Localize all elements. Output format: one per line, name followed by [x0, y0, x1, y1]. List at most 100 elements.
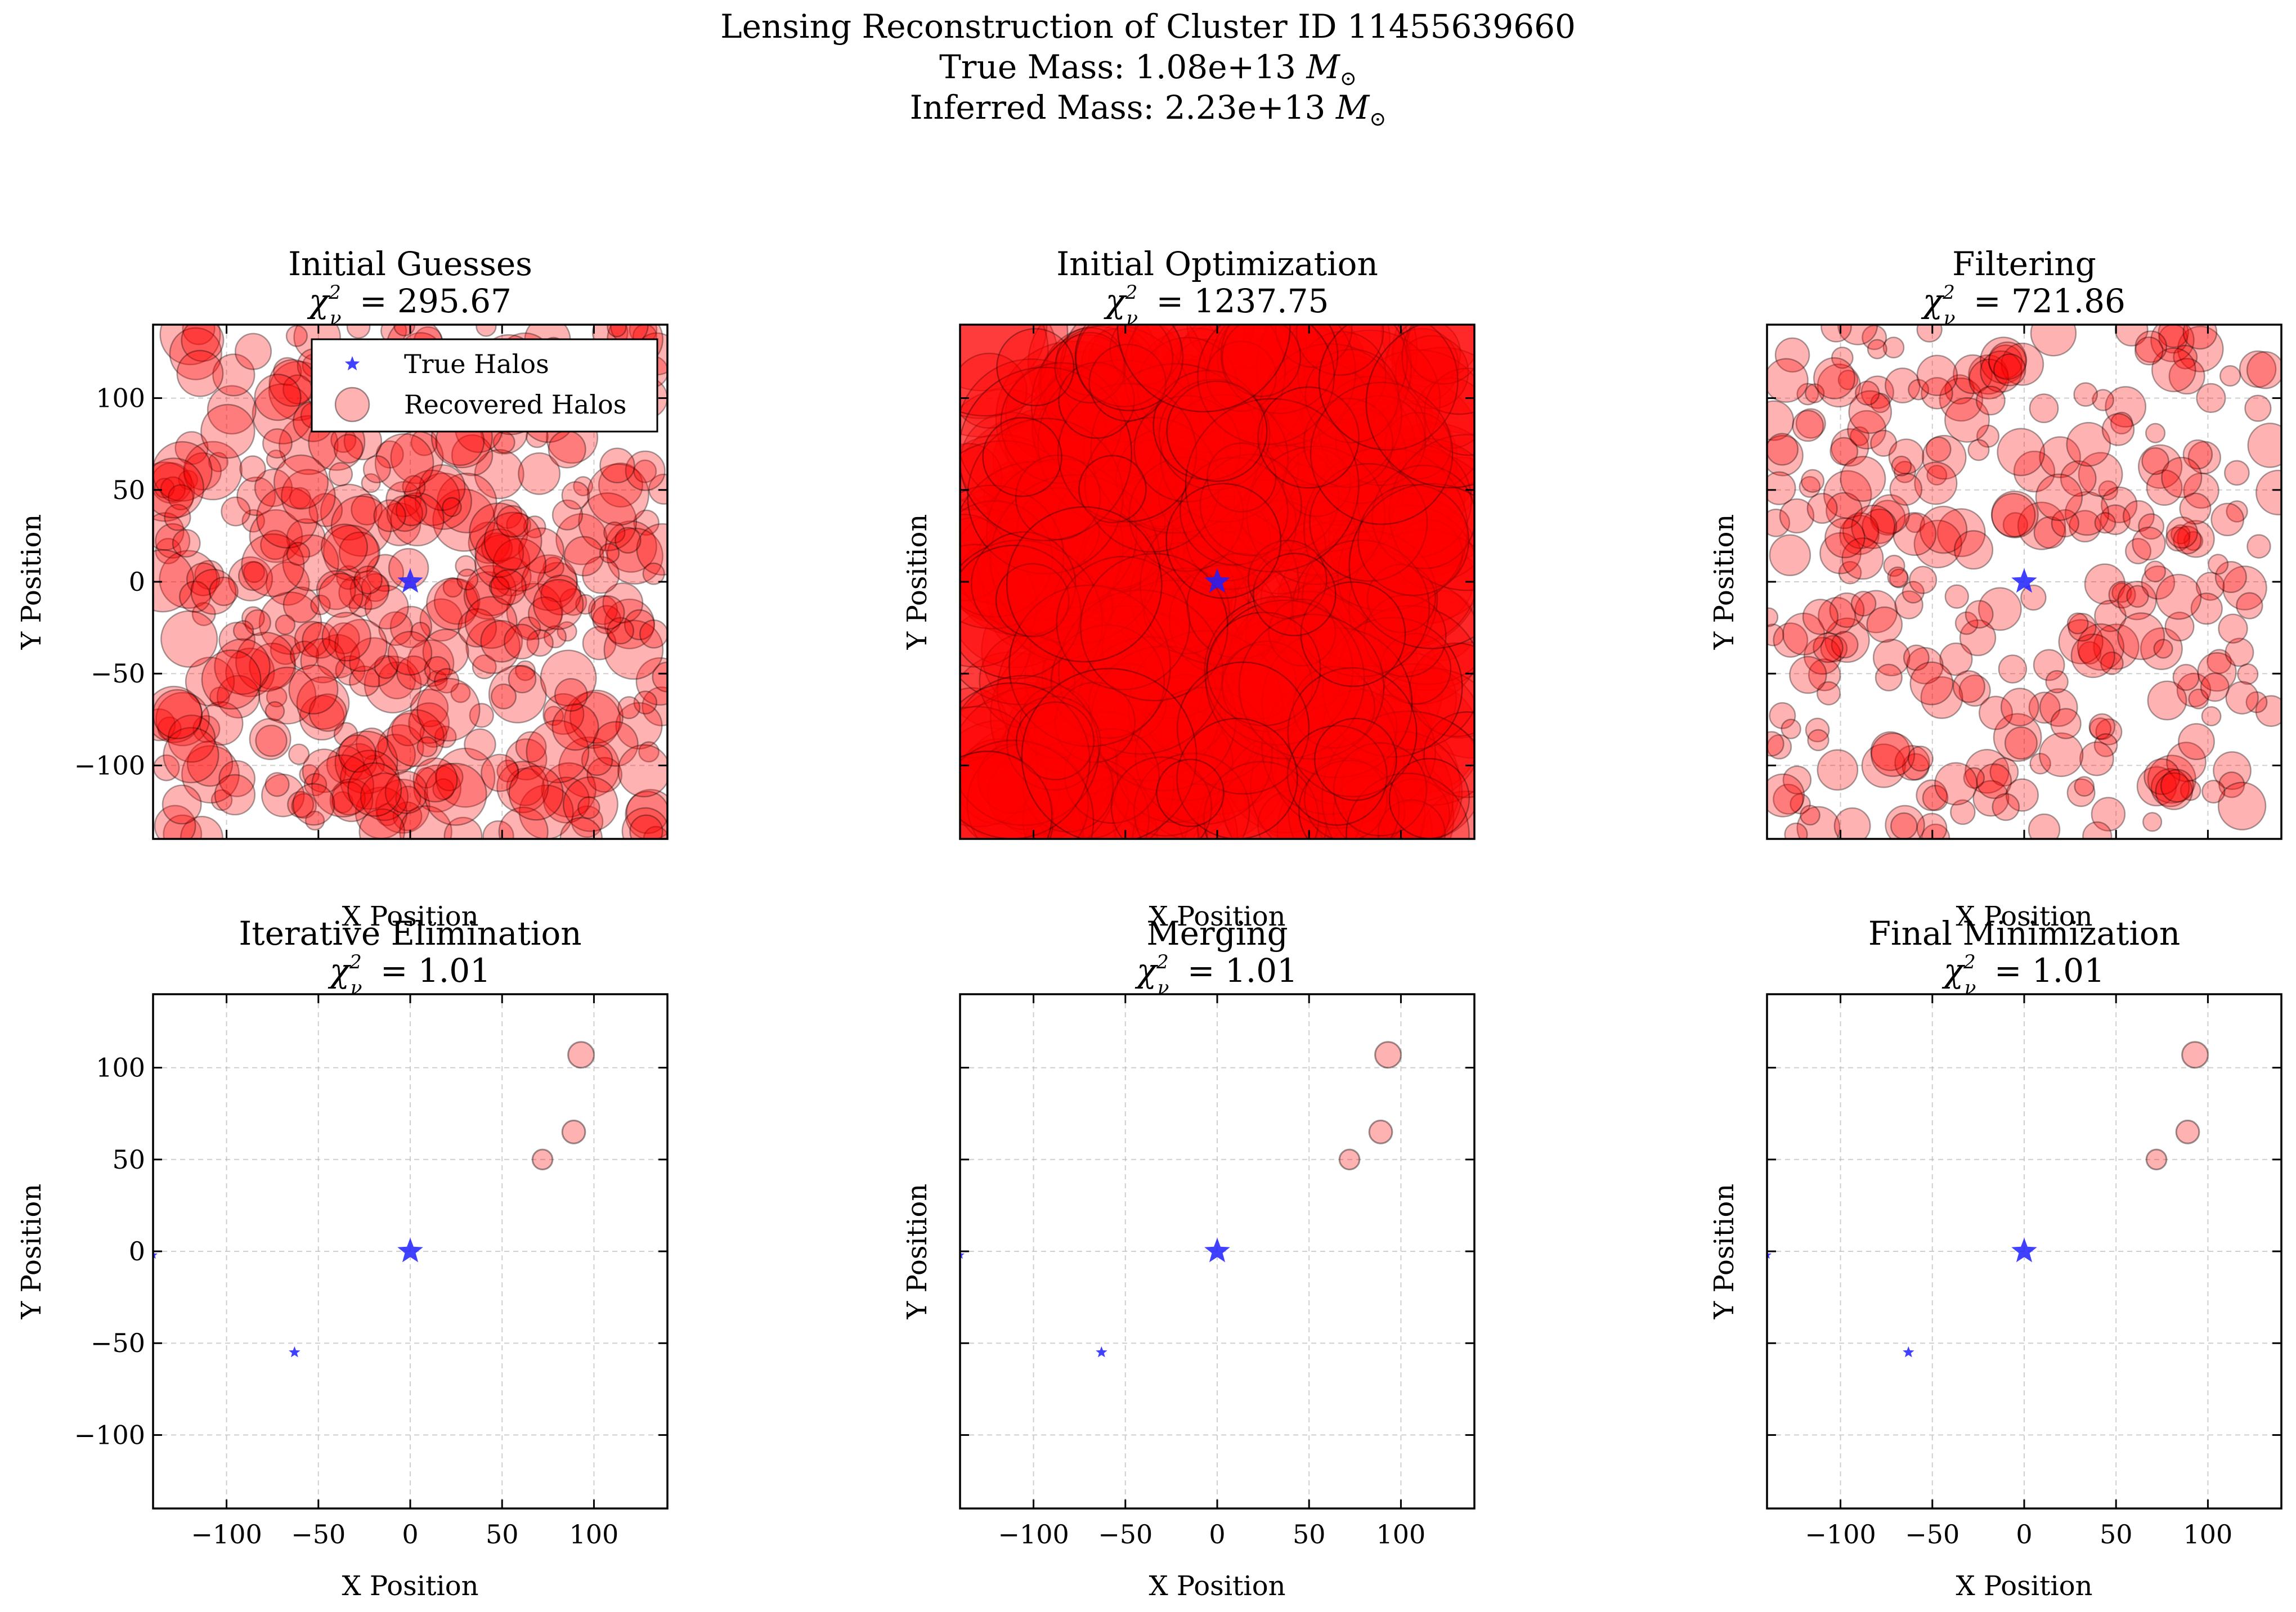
- recovered-halo-marker: [349, 637, 400, 688]
- recovered-halo-marker: [557, 621, 577, 642]
- recovered-halo-marker: [300, 637, 346, 684]
- recovered-halo-marker: [183, 452, 222, 491]
- recovered-halo-marker: [648, 473, 667, 505]
- recovered-halo-marker: [1908, 379, 1930, 401]
- recovered-halo-marker: [1773, 622, 1809, 658]
- recovered-halo-marker: [1362, 652, 1458, 746]
- recovered-halo-marker: [1990, 490, 2039, 538]
- recovered-halo-marker: [308, 493, 343, 527]
- recovered-halo-marker: [626, 791, 667, 834]
- recovered-halo-marker: [153, 685, 203, 743]
- recovered-halo-marker: [1037, 359, 1205, 527]
- recovered-halo-marker: [2101, 413, 2135, 446]
- recovered-halo-marker: [606, 527, 663, 585]
- recovered-halo-marker: [280, 469, 336, 524]
- recovered-halo-marker: [1246, 445, 1386, 585]
- y-tick-label: 0: [129, 567, 145, 597]
- recovered-halo-marker: [289, 487, 311, 509]
- chi-superscript: 2: [1942, 281, 1955, 304]
- recovered-halo-marker: [416, 677, 481, 742]
- recovered-halo-marker: [2177, 325, 2224, 372]
- recovered-halo-marker: [2100, 504, 2131, 536]
- recovered-halo-marker: [960, 500, 1053, 618]
- recovered-halo-marker: [1217, 325, 1324, 412]
- recovered-halo-marker: [573, 476, 594, 497]
- recovered-halo-marker: [1276, 539, 1408, 671]
- recovered-halo-marker: [2151, 347, 2196, 393]
- recovered-halo-marker: [2147, 680, 2187, 721]
- x-axis-label: X Position: [1956, 1570, 2092, 1602]
- x-tick-label: −100: [191, 1519, 262, 1550]
- x-tick-label: −50: [1098, 1519, 1153, 1550]
- recovered-halo-marker: [1870, 731, 1911, 771]
- recovered-halo-marker: [2134, 336, 2164, 366]
- recovered-halo-marker: [960, 539, 1104, 706]
- recovered-halo-marker: [1414, 641, 1474, 759]
- recovered-halo-marker: [153, 689, 203, 739]
- legend-entry-recovered-halos: Recovered Halos: [404, 389, 626, 420]
- recovered-halo-marker: [1044, 460, 1128, 544]
- recovered-halo-marker: [488, 664, 547, 724]
- recovered-halo-marker: [1166, 380, 1268, 482]
- recovered-halo-marker: [639, 619, 667, 649]
- recovered-halo-marker: [432, 778, 455, 801]
- recovered-halo-marker: [638, 741, 660, 763]
- recovered-halo-marker: [1922, 784, 1949, 811]
- recovered-halo-marker: [2020, 584, 2047, 611]
- y-tick-label: 50: [112, 1144, 145, 1175]
- recovered-halo-marker: [1887, 566, 1909, 588]
- recovered-halo-marker: [1064, 728, 1160, 824]
- recovered-halo-marker: [960, 506, 1078, 635]
- y-tick-label: −100: [74, 750, 145, 780]
- recovered-halo-marker: [567, 1041, 595, 1069]
- recovered-halo-marker: [1100, 359, 1277, 537]
- recovered-halo-marker: [1026, 701, 1099, 774]
- recovered-halo-marker: [2074, 776, 2095, 797]
- recovered-halo-marker: [1824, 517, 1866, 559]
- recovered-halo-marker: [604, 520, 657, 573]
- recovered-halo-marker: [435, 762, 464, 792]
- recovered-halo-marker: [1909, 661, 1954, 706]
- recovered-halo-marker: [960, 545, 1082, 680]
- recovered-halo-marker: [1338, 1148, 1361, 1171]
- recovered-halo-marker: [361, 573, 390, 602]
- recovered-halo-marker: [1819, 532, 1862, 574]
- recovered-halo-marker: [386, 495, 423, 532]
- recovered-halo-marker: [1100, 484, 1247, 631]
- recovered-halo-marker: [1767, 471, 1796, 505]
- recovered-halo-marker: [1128, 456, 1244, 572]
- recovered-halo-marker: [1221, 646, 1366, 792]
- recovered-halo-marker: [294, 621, 331, 658]
- recovered-halo-marker: [1297, 331, 1387, 420]
- recovered-halo-marker: [378, 661, 416, 699]
- recovered-halo-marker: [1340, 547, 1418, 624]
- recovered-halo-marker: [1796, 383, 1819, 406]
- recovered-halo-marker: [1057, 574, 1196, 713]
- recovered-halo-marker: [2246, 534, 2271, 559]
- data-layer: [1767, 1041, 2209, 1358]
- recovered-halo-marker: [642, 562, 665, 585]
- recovered-halo-marker: [1813, 357, 1856, 399]
- recovered-halo-marker: [218, 760, 256, 797]
- recovered-halo-marker: [1110, 756, 1213, 839]
- recovered-halo-marker: [163, 814, 203, 839]
- recovered-halo-marker: [2122, 500, 2155, 532]
- recovered-halo-marker: [169, 327, 222, 380]
- recovered-halo-marker: [179, 581, 211, 613]
- recovered-halo-marker: [465, 619, 521, 674]
- recovered-halo-marker: [403, 469, 460, 527]
- recovered-halo-marker: [2165, 526, 2191, 552]
- recovered-halo-marker: [1252, 587, 1419, 755]
- recovered-halo-marker: [1164, 514, 1234, 583]
- recovered-halo-marker: [1129, 486, 1223, 580]
- recovered-halo-marker: [2247, 423, 2281, 468]
- y-axis-label: Y Position: [1708, 514, 1740, 650]
- subplot-title: Final Minimization: [1868, 914, 2180, 953]
- recovered-halo-marker: [960, 681, 1107, 839]
- recovered-halo-marker: [960, 358, 1107, 509]
- recovered-halo-marker: [1111, 782, 1190, 839]
- recovered-halo-marker: [1128, 630, 1284, 786]
- recovered-halo-marker: [575, 594, 596, 615]
- recovered-halo-marker: [506, 512, 532, 538]
- recovered-halo-marker: [180, 815, 223, 839]
